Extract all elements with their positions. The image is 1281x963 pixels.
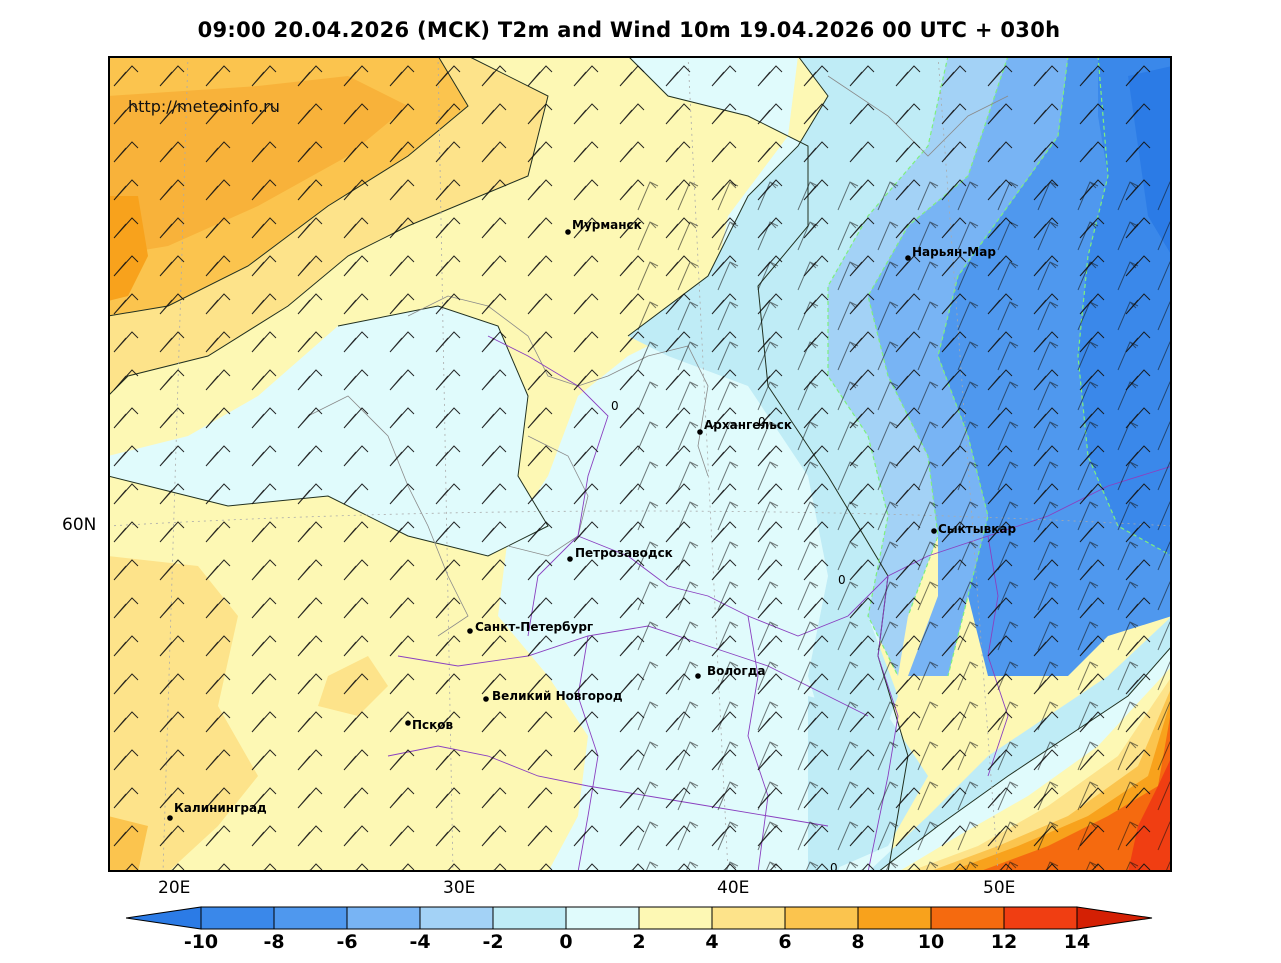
watermark-url: http://meteoinfo.ru xyxy=(128,97,280,116)
colorbar-tick-label: -2 xyxy=(482,931,504,953)
city-label-murmansk: Мурманск xyxy=(572,218,642,232)
colorbar-cell xyxy=(273,906,348,930)
city-dot-vologda xyxy=(695,673,701,679)
colorbar-tick-label: 8 xyxy=(851,931,865,953)
lon-label-30e: 30E xyxy=(443,878,476,898)
colorbar-tick-label: 6 xyxy=(778,931,792,953)
colorbar-tick-label: -6 xyxy=(336,931,358,953)
contour-label: 0 xyxy=(830,861,838,872)
city-dot-pskov xyxy=(405,720,411,726)
city-label-petrozavodsk: Петрозаводск xyxy=(575,546,673,560)
city-label-saint-petersburg: Санкт-Петербург xyxy=(475,620,593,634)
city-dot-syktyvkar xyxy=(931,528,937,534)
colorbar-tick-label: -8 xyxy=(263,931,285,953)
lon-label-50e: 50E xyxy=(983,878,1016,898)
colorbar-arrow-high xyxy=(1076,906,1153,930)
colorbar-cell xyxy=(711,906,786,930)
city-label-arkhangelsk: Архангельск xyxy=(704,418,792,432)
city-label-kaliningrad: Калининград xyxy=(174,801,267,815)
colorbar-cell xyxy=(1003,906,1078,930)
colorbar xyxy=(126,906,1153,930)
city-label-naryan-mar: Нарьян-Мар xyxy=(912,245,996,259)
temperature-map: http://meteoinfo.ru 0 0 0 0 Мурманск Нар… xyxy=(108,56,1172,872)
lon-label-20e: 20E xyxy=(158,878,191,898)
colorbar-tick-label: 14 xyxy=(1063,931,1091,953)
city-label-vologda: Вологда xyxy=(707,664,765,678)
city-label-veliky-novgorod: Великий Новгород xyxy=(492,689,623,703)
colorbar-cell xyxy=(346,906,421,930)
colorbar-cell xyxy=(930,906,1005,930)
colorbar-arrow-low xyxy=(126,906,202,930)
colorbar-tick-label: 12 xyxy=(990,931,1018,953)
city-dot-kaliningrad xyxy=(167,815,173,821)
city-dot-arkhangelsk xyxy=(697,429,703,435)
colorbar-cell xyxy=(419,906,494,930)
colorbar-tick-label: -4 xyxy=(409,931,431,953)
contour-label: 0 xyxy=(838,573,846,587)
map-panel: http://meteoinfo.ru 0 0 0 0 Мурманск Нар… xyxy=(108,56,1172,872)
city-label-pskov: Псков xyxy=(412,718,454,732)
colorbar-tick-label: 0 xyxy=(559,931,573,953)
colorbar-cell xyxy=(784,906,859,930)
city-dot-petrozavodsk xyxy=(567,556,573,562)
lon-label-40e: 40E xyxy=(717,878,750,898)
colorbar-cell xyxy=(492,906,567,930)
lat-label-60n: 60N xyxy=(62,515,97,535)
city-markers: Мурманск Нарьян-Мар Архангельск Сыктывка… xyxy=(167,218,1016,821)
contour-label: 0 xyxy=(611,399,619,413)
city-dot-veliky-novgorod xyxy=(483,696,489,702)
city-dot-naryan-mar xyxy=(905,255,911,261)
colorbar-tick-label: -10 xyxy=(183,931,219,953)
colorbar-cell xyxy=(857,906,932,930)
colorbar-cell xyxy=(565,906,640,930)
colorbar-tick-label: 4 xyxy=(705,931,719,953)
colorbar-cell xyxy=(200,906,275,930)
city-label-syktyvkar: Сыктывкар xyxy=(938,522,1016,536)
city-dot-saint-petersburg xyxy=(467,628,473,634)
colorbar-tick-label: 10 xyxy=(917,931,945,953)
colorbar-tick-label: 2 xyxy=(632,931,646,953)
contour-label: 0 xyxy=(758,415,766,429)
wind-barbs-field-east xyxy=(628,176,1172,872)
city-dot-murmansk xyxy=(565,229,571,235)
map-title: 09:00 20.04.2026 (MCK) T2m and Wind 10m … xyxy=(197,18,1061,42)
colorbar-cell xyxy=(638,906,713,930)
